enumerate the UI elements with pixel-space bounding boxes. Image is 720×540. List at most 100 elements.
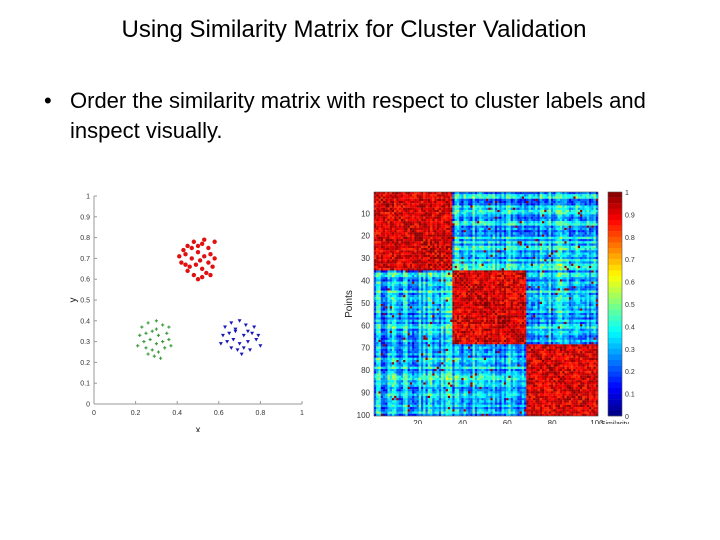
heatmap-cell xyxy=(555,268,558,271)
heatmap-cell xyxy=(389,230,393,233)
heatmap-cell xyxy=(450,277,453,280)
heatmap-cell xyxy=(584,216,587,219)
x-tick-label: 0 xyxy=(92,410,96,417)
heatmap-cell xyxy=(396,248,399,251)
heatmap-cell xyxy=(436,212,440,215)
heatmap-cell xyxy=(427,225,431,228)
heatmap-cell xyxy=(447,227,451,231)
heatmap-cell xyxy=(492,274,496,278)
heatmap-cell xyxy=(591,203,594,206)
heatmap-cell xyxy=(450,265,453,269)
heatmap-cell xyxy=(562,218,565,222)
heatmap-cell xyxy=(582,232,585,235)
heatmap-cell xyxy=(548,232,552,235)
heatmap-cell xyxy=(465,205,469,208)
heatmap-cell xyxy=(559,194,563,197)
scatter-point-red xyxy=(185,268,190,274)
heatmap-cell xyxy=(405,297,408,300)
heatmap-cell xyxy=(443,212,446,215)
heatmap-cell xyxy=(584,292,587,296)
heatmap-cell xyxy=(595,292,599,296)
heatmap-cell xyxy=(490,218,493,222)
heatmap-cell xyxy=(472,254,475,258)
heatmap-cell xyxy=(512,299,516,302)
heatmap-cell xyxy=(423,261,426,264)
heatmap-cell xyxy=(436,227,440,231)
heatmap-cell xyxy=(459,283,462,287)
heatmap-cell xyxy=(575,232,578,235)
heatmap-cell xyxy=(582,245,585,249)
heatmap-cell xyxy=(492,256,496,260)
heatmap-cell xyxy=(539,263,543,267)
heatmap-cell xyxy=(544,216,547,219)
heatmap-cell xyxy=(503,225,507,228)
heatmap-cell xyxy=(499,225,502,228)
heatmap-cell xyxy=(499,196,502,199)
heatmap-cell xyxy=(557,196,561,199)
heatmap-cell xyxy=(385,297,388,300)
y-tick-label: 0.7 xyxy=(80,256,90,263)
heatmap-cell xyxy=(533,248,536,251)
heatmap-cell xyxy=(557,277,561,280)
heatmap-cell xyxy=(465,281,469,284)
heatmap-cell xyxy=(510,292,513,296)
heatmap-cell xyxy=(378,245,381,249)
heatmap-cell xyxy=(421,221,424,224)
heatmap-cell xyxy=(380,218,384,222)
heatmap-cell xyxy=(443,248,446,251)
heatmap-cell xyxy=(409,200,413,204)
heatmap-cell xyxy=(396,209,399,213)
heatmap-cell xyxy=(430,281,433,284)
heatmap-cell xyxy=(394,263,397,267)
heatmap-cell xyxy=(394,243,397,246)
heatmap-cell xyxy=(580,268,583,271)
heatmap-cell xyxy=(391,256,395,260)
heatmap-cell xyxy=(571,252,574,255)
heatmap-cell xyxy=(443,295,446,298)
heatmap-cell xyxy=(378,259,381,262)
heatmap-cell xyxy=(566,223,569,226)
heatmap-cell xyxy=(519,263,522,267)
heatmap-cell xyxy=(447,283,451,287)
heatmap-cell xyxy=(380,272,384,275)
heatmap-cell xyxy=(539,216,543,219)
heatmap-cell xyxy=(512,241,516,244)
heatmap-cell xyxy=(564,218,567,222)
heatmap-cell xyxy=(508,274,511,278)
heatmap-cell xyxy=(418,290,422,293)
heatmap-cell xyxy=(461,221,464,224)
heatmap-cell xyxy=(488,198,491,202)
heatmap-cell xyxy=(568,261,572,264)
heatmap-cell xyxy=(528,198,531,202)
heatmap-cell xyxy=(544,230,547,233)
heatmap-cell xyxy=(566,263,569,267)
heatmap-cell xyxy=(461,250,464,253)
heatmap-cell xyxy=(548,230,552,233)
heatmap-cell xyxy=(492,203,496,206)
heatmap-cell xyxy=(403,192,406,195)
heatmap-cell xyxy=(584,290,587,293)
heatmap-cell xyxy=(385,256,388,260)
heatmap-cell xyxy=(582,196,585,199)
heatmap-cell xyxy=(566,234,569,237)
heatmap-cell xyxy=(465,252,469,255)
heatmap-cell xyxy=(394,245,397,249)
scatter-point-green xyxy=(169,344,173,348)
heatmap-cell xyxy=(537,279,540,282)
heatmap-cell xyxy=(553,261,556,264)
heatmap-cell xyxy=(416,230,419,233)
heatmap-cell xyxy=(421,299,424,302)
heatmap-cell xyxy=(427,198,431,202)
heatmap-cell xyxy=(425,225,428,228)
heatmap-cell xyxy=(519,234,522,237)
heatmap-cell xyxy=(461,281,464,284)
heatmap-cell xyxy=(519,223,522,226)
heatmap-cell xyxy=(580,234,583,237)
heatmap-cell xyxy=(477,232,480,235)
heatmap-cell xyxy=(376,277,379,280)
heatmap-cell xyxy=(459,263,462,267)
heatmap-cell xyxy=(405,212,408,215)
heatmap-cell xyxy=(461,232,464,235)
heatmap-cell xyxy=(506,239,509,242)
heatmap-cell xyxy=(595,241,599,244)
